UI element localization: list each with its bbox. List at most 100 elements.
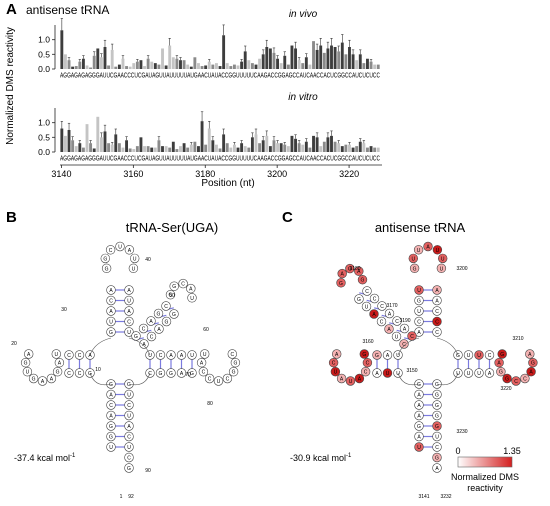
in-vitro-bar-29	[164, 146, 168, 152]
in-vitro-bar-11	[99, 137, 103, 152]
trna-ser-nucleotide-56	[187, 350, 197, 360]
in-vivo-bar-74	[326, 48, 330, 69]
antisense-position-number-8: 3220	[500, 386, 511, 392]
antisense-nucleotide-10	[414, 431, 424, 442]
antisense-base-75: A	[372, 312, 376, 318]
x-tick-label-2: 3180	[195, 169, 215, 179]
in-vivo-bar-62	[283, 55, 287, 69]
panel-a-title: antisense tRNA	[26, 3, 109, 17]
in-vitro-bar-25	[150, 147, 154, 152]
in-vivo-bars	[60, 18, 380, 70]
antisense-nucleotide-46	[362, 358, 373, 368]
in-vitro-bars	[60, 111, 380, 152]
trna-ser-nucleotide-79	[178, 278, 188, 289]
antisense-base-4: G	[435, 393, 439, 399]
trna-ser-base-3: A	[109, 393, 113, 399]
antisense-base-56: A	[488, 371, 492, 377]
trna-ser-nucleotide-63	[204, 373, 215, 384]
trna-ser-base-36: C	[78, 353, 82, 359]
trna-ser-base-61: G	[232, 370, 236, 376]
in-vitro-bar-83	[358, 141, 362, 152]
trna-ser-base-12: C	[127, 435, 131, 441]
in-vivo-bar-77	[337, 51, 341, 69]
trna-ser-base-33: U	[132, 266, 136, 272]
antisense-base-47: C	[366, 361, 370, 367]
in-vitro-bar-43	[215, 144, 218, 152]
in-vivo-bar-40	[204, 65, 208, 69]
antisense-base-21: U	[417, 309, 421, 315]
trna-ser-position-number-2: 30	[61, 307, 67, 313]
antisense-nucleotide-55	[484, 368, 495, 378]
trna-ser-base-72: A	[149, 319, 153, 325]
in-vivo-bar-71	[315, 49, 319, 69]
in-vivo-chart: 0.0 0.5 1.0 AGGAGAGAGGGAUUCGAACCCUCGAUAG…	[38, 18, 380, 80]
in-vivo-bar-20	[132, 63, 136, 69]
in-vivo-bar-55	[258, 58, 262, 69]
in-vivo-bar-73	[322, 52, 326, 69]
antisense-nucleotide-70	[384, 324, 394, 334]
in-vivo-bar-10	[96, 48, 100, 69]
trna-ser-nucleotide-52	[166, 350, 176, 360]
in-vivo-bar-63	[286, 64, 290, 69]
in-vitro-bar-65	[294, 138, 297, 152]
in-vitro-bar-40	[204, 144, 208, 152]
in-vivo-bar-29	[164, 65, 168, 69]
antisense-nucleotide-8	[414, 421, 424, 431]
trna-ser-nucleotide-75	[161, 301, 171, 311]
in-vitro-bar-23	[143, 146, 146, 152]
antisense-base-43: A	[340, 377, 344, 383]
bottom-y-tick-label-0: 0.0	[38, 147, 50, 157]
in-vitro-bar-31	[171, 141, 175, 152]
antisense-base-39: A	[375, 371, 379, 377]
antisense-base-11: A	[417, 435, 421, 441]
antisense-base-9: G	[417, 424, 421, 430]
antisense-nucleotide-72	[376, 316, 387, 327]
in-vitro-bar-71	[315, 137, 319, 152]
trna-ser-base-6: C	[127, 403, 131, 409]
antisense-nucleotide-60	[511, 376, 521, 386]
trna-ser-nucleotide-8	[106, 421, 116, 431]
trna-ser-position-number-1: 20	[11, 341, 17, 347]
in-vitro-bar-36	[189, 144, 193, 152]
antisense-position-number-2: 3160	[362, 339, 373, 345]
antisense-nucleotide-26	[409, 263, 420, 273]
trna-ser-structure: G GA UC CA UG AG CU UCGG UU CA AC UA AGGCUAUUAGCCCCA…	[11, 241, 241, 500]
in-vivo-bar-75	[330, 45, 333, 69]
in-vitro-bar-88	[376, 147, 380, 152]
in-vitro-bar-78	[340, 146, 344, 152]
trna-ser-base-10: A	[127, 424, 131, 430]
in-vivo-bar-1	[64, 54, 67, 69]
trna-ser-base-64: C	[208, 377, 212, 383]
top-y-tick-label-0: 0.0	[38, 64, 50, 74]
antisense-base-76: C	[373, 297, 377, 303]
antisense-base-2: G	[435, 382, 439, 388]
antisense-base-30: A	[426, 245, 430, 251]
antisense-position-number-9: 3230	[456, 429, 467, 435]
antisense-base-6: G	[435, 403, 439, 409]
trna-ser-base-17: G	[109, 330, 113, 336]
in-vivo-bar-85	[366, 58, 369, 69]
in-vitro-bar-1	[64, 135, 67, 152]
antisense-nucleotide-58	[526, 367, 536, 377]
legend-gradient-bar	[457, 456, 513, 468]
in-vitro-bar-54	[254, 134, 258, 152]
antisense-base-41: C	[332, 361, 336, 367]
trna-ser-position-number-5: 60	[203, 327, 209, 333]
trna-ser-base-82: G	[169, 293, 173, 299]
antisense-nucleotide-6	[414, 410, 424, 421]
in-vitro-bar-55	[258, 143, 262, 152]
antisense-nucleotide-62	[496, 367, 506, 377]
in-vivo-bar-19	[128, 66, 132, 69]
in-vitro-bar-30	[168, 147, 172, 152]
antisense-nucleotide-66	[399, 339, 409, 349]
trna-ser-nucleotide-58	[227, 349, 238, 359]
trna-ser-nucleotide-16	[106, 327, 116, 337]
trna-ser-nucleotide-20	[106, 306, 116, 316]
antisense-nucleotide-59	[520, 373, 530, 384]
in-vitro-bar-10	[96, 116, 100, 152]
x-axis-label: Position (nt)	[201, 178, 254, 189]
bottom-y-tick-label-2: 1.0	[38, 118, 50, 128]
antisense-base-68: A	[403, 327, 407, 333]
trna-ser-base-66: A	[200, 361, 204, 367]
